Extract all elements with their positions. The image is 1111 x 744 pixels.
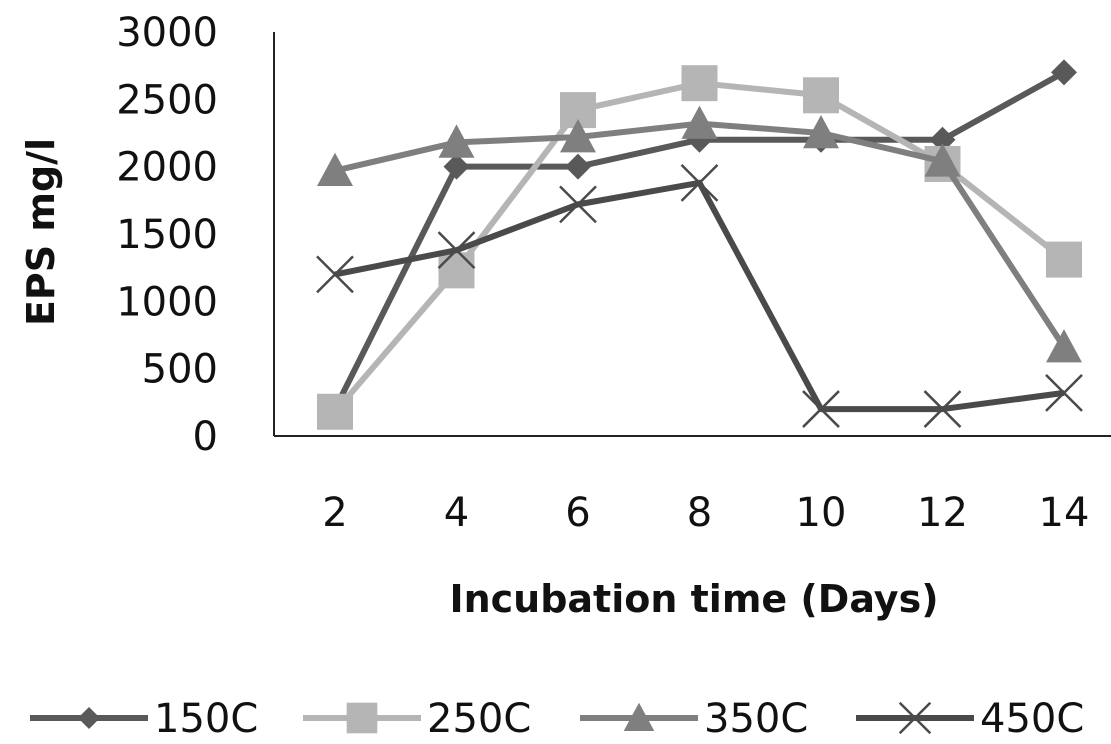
y-tick-label: 500 [142,347,218,393]
legend-marker [346,702,378,734]
data-point [680,163,719,202]
y-tick-label: 2000 [116,145,218,191]
x-tick-label: 4 [444,490,469,536]
data-point [559,185,597,224]
y-axis-title: EPS mg/l [19,138,63,326]
axes [273,32,1111,437]
x-tick-labels: 2 4 6 8 10 12 14 [322,490,1089,536]
legend: 150C 250C 350C 450C [30,696,1084,742]
x-tick-label: 12 [917,490,968,536]
series-layer [316,59,1083,430]
data-point [803,77,839,114]
data-point [437,231,476,270]
data-point [1051,59,1077,86]
x-tick-label: 2 [322,490,347,536]
data-point [1046,241,1082,278]
legend-item: 150C [30,696,258,742]
legend-marker [623,702,655,732]
y-tick-label: 1000 [116,279,218,325]
data-point [316,255,354,294]
data-point [681,65,718,102]
data-point [438,252,475,289]
data-point [1045,374,1083,412]
data-point [565,153,591,180]
legend-marker [77,706,101,730]
data-point [438,124,475,158]
legend-item: 350C [580,696,808,742]
data-point [1046,329,1082,363]
data-point [317,152,353,187]
y-tick-label: 3000 [116,10,218,56]
y-tick-label: 2500 [116,77,218,123]
legend-label: 250C [427,696,531,740]
data-point [802,390,840,428]
data-point [681,105,718,139]
x-tick-label: 14 [1039,490,1090,536]
x-tick-label: 10 [796,490,847,536]
legend-marker [898,701,932,735]
x-tick-label: 6 [565,490,590,536]
y-tick-label: 0 [193,414,218,460]
legend-label: 350C [704,696,808,740]
series-line [334,179,1065,413]
data-point [923,390,962,428]
legend-label: 150C [154,696,258,740]
y-tick-label: 1500 [116,212,218,258]
x-axis-title: Incubation time (Days) [449,577,938,621]
data-point [560,119,596,153]
series-350C [317,105,1082,363]
series-450C [316,163,1083,428]
legend-item: 250C [303,696,531,742]
legend-item: 450C [856,696,1084,742]
data-point [443,153,470,180]
data-point [924,143,961,177]
y-tick-labels: 0 500 1000 1500 2000 2500 3000 [116,10,218,460]
x-tick-label: 8 [687,490,712,536]
data-point [317,393,353,430]
legend-label: 450C [980,696,1084,740]
data-point [803,115,839,149]
